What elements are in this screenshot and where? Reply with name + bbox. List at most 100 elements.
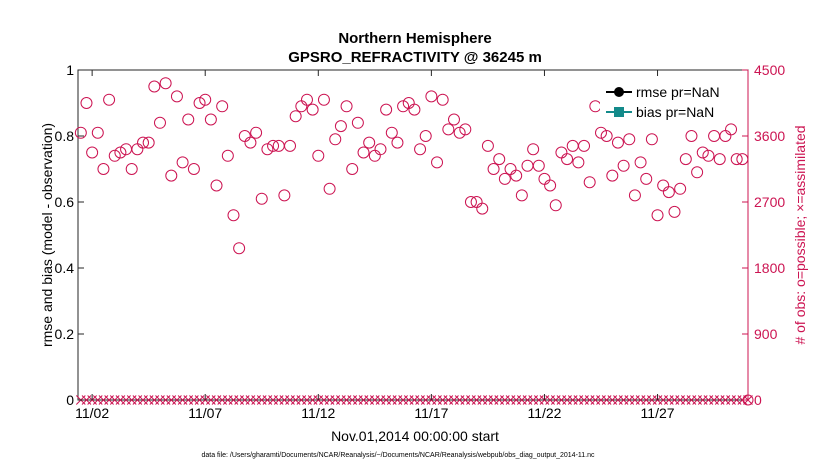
obs-possible-marker bbox=[187, 163, 200, 175]
obs-possible-marker bbox=[713, 153, 726, 166]
obs-possible-marker bbox=[561, 153, 574, 166]
obs-possible-marker bbox=[481, 139, 494, 152]
obs-possible-marker bbox=[431, 156, 444, 169]
left-tick-label: 0.4 bbox=[55, 260, 75, 276]
obs-possible-marker bbox=[510, 169, 523, 182]
obs-possible-marker bbox=[323, 182, 336, 195]
x-axis-label: Nov.01,2014 00:00:00 start bbox=[331, 428, 499, 444]
obs-possible-marker bbox=[391, 136, 404, 149]
obs-possible-marker bbox=[515, 189, 528, 202]
obs-possible-marker bbox=[532, 159, 545, 172]
obs-possible-marker bbox=[645, 133, 658, 146]
obs-possible-marker bbox=[679, 153, 692, 166]
obs-possible-marker bbox=[125, 163, 138, 175]
obs-possible-marker bbox=[204, 113, 217, 126]
right-tick-label: 900 bbox=[754, 326, 778, 342]
obs-possible-marker bbox=[498, 172, 511, 185]
obs-possible-marker bbox=[137, 136, 150, 149]
obs-possible-marker bbox=[623, 133, 636, 146]
obs-possible-marker bbox=[674, 182, 687, 195]
obs-possible-marker bbox=[685, 130, 698, 142]
obs-possible-marker bbox=[351, 116, 364, 129]
obs-possible-marker bbox=[334, 120, 347, 133]
obs-possible-marker bbox=[363, 136, 376, 149]
obs-possible-marker bbox=[357, 146, 370, 159]
legend-bias-marker bbox=[614, 107, 624, 117]
obs-possible-marker bbox=[425, 90, 438, 103]
x-tick-label: 11/27 bbox=[641, 405, 675, 421]
obs-possible-marker bbox=[668, 205, 681, 218]
obs-possible-marker bbox=[86, 146, 99, 159]
right-tick-label: 0 bbox=[754, 392, 762, 408]
obs-possible-marker bbox=[572, 156, 585, 169]
obs-possible-marker bbox=[611, 136, 624, 149]
left-axis-label: rmse and bias (model - observation) bbox=[39, 123, 55, 347]
obs-possible-marker bbox=[199, 93, 212, 106]
obs-possible-marker bbox=[153, 116, 166, 129]
obs-possible-marker bbox=[725, 123, 738, 136]
obs-possible-marker bbox=[216, 100, 229, 113]
obs-possible-marker bbox=[142, 136, 155, 149]
obs-possible-marker bbox=[221, 149, 234, 162]
obs-possible-marker bbox=[114, 146, 127, 159]
obs-possible-marker bbox=[662, 186, 675, 199]
obs-possible-marker bbox=[408, 103, 421, 116]
x-tick-label: 11/22 bbox=[527, 405, 561, 421]
obs-possible-marker bbox=[74, 126, 87, 139]
obs-possible-marker bbox=[600, 130, 613, 142]
left-tick-label: 0 bbox=[66, 392, 74, 408]
data-markers bbox=[74, 77, 754, 406]
obs-possible-marker bbox=[346, 163, 359, 175]
left-axis-ticks: 0 0.2 0.4 0.6 0.8 1 bbox=[55, 62, 84, 408]
obs-possible-marker bbox=[103, 93, 116, 106]
obs-possible-marker bbox=[108, 149, 121, 162]
data-file-footer: data file: /Users/gharamti/Documents/NCA… bbox=[201, 452, 595, 459]
obs-possible-marker bbox=[97, 163, 110, 175]
obs-possible-marker bbox=[634, 156, 647, 169]
obs-possible-marker bbox=[442, 123, 455, 136]
right-tick-label: 2700 bbox=[754, 194, 785, 210]
obs-possible-marker bbox=[255, 192, 268, 205]
right-axis-ticks: 0 900 1800 2700 3600 4500 bbox=[742, 62, 785, 408]
obs-possible-marker bbox=[617, 159, 630, 172]
obs-possible-marker bbox=[340, 100, 353, 113]
legend-rmse-marker bbox=[614, 87, 624, 97]
obs-possible-marker bbox=[170, 90, 183, 103]
obs-possible-marker bbox=[493, 153, 506, 166]
obs-possible-marker bbox=[176, 156, 189, 169]
obs-possible-marker bbox=[289, 110, 302, 123]
obs-possible-marker bbox=[691, 166, 704, 179]
obs-possible-marker bbox=[385, 126, 398, 139]
obs-possible-marker bbox=[306, 103, 319, 116]
obs-possible-marker bbox=[182, 113, 195, 126]
left-tick-label: 0.2 bbox=[55, 326, 75, 342]
x-tick-label: 11/17 bbox=[414, 405, 448, 421]
chart-title: Northern Hemisphere bbox=[338, 30, 491, 47]
obs-possible-marker bbox=[159, 77, 172, 90]
obs-possible-marker bbox=[453, 126, 466, 139]
obs-possible-marker bbox=[80, 97, 93, 109]
obs-possible-marker bbox=[250, 126, 263, 139]
obs-possible-marker bbox=[702, 149, 715, 162]
legend-rmse-label: rmse pr=NaN bbox=[636, 84, 720, 100]
obs-possible-marker bbox=[583, 176, 596, 189]
obs-possible-marker bbox=[651, 209, 664, 222]
obs-possible-marker bbox=[696, 146, 709, 159]
obs-possible-marker bbox=[233, 242, 246, 255]
obs-possible-marker bbox=[312, 149, 325, 162]
right-axis-label: # of obs: o=possible; ×=assimilated bbox=[792, 125, 808, 344]
obs-possible-marker bbox=[464, 196, 477, 208]
obs-possible-marker bbox=[544, 179, 557, 192]
legend: rmse pr=NaN bias pr=NaN bbox=[600, 80, 740, 122]
obs-possible-marker bbox=[193, 97, 206, 109]
x-tick-label: 11/07 bbox=[188, 405, 222, 421]
obs-possible-marker bbox=[244, 136, 257, 149]
obs-possible-marker bbox=[476, 202, 489, 215]
obs-possible-marker bbox=[459, 123, 472, 136]
obs-possible-marker bbox=[267, 139, 280, 152]
obs-possible-marker bbox=[148, 80, 161, 93]
obs-possible-marker bbox=[329, 133, 342, 146]
obs-possible-marker bbox=[374, 143, 387, 156]
obs-possible-marker bbox=[606, 169, 619, 182]
